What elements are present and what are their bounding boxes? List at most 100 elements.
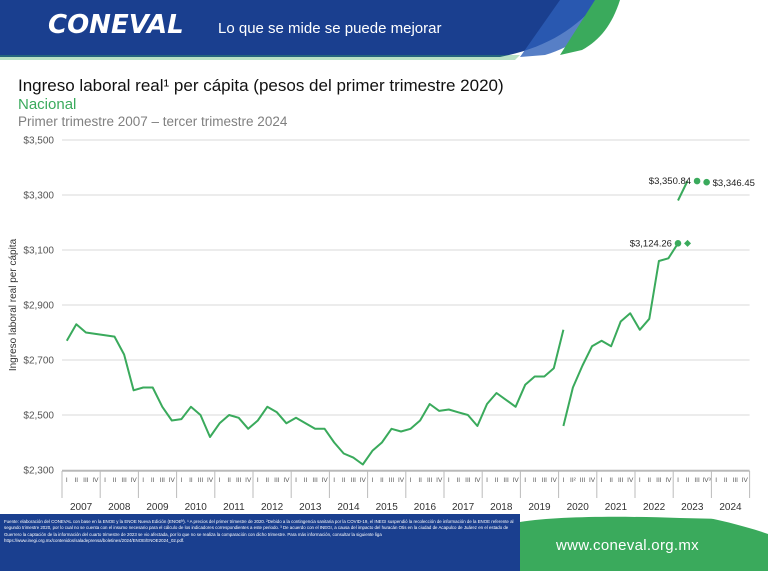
quarter-tick-label: II	[609, 477, 613, 484]
data-point-marker	[674, 240, 682, 247]
year-label: 2012	[261, 502, 284, 513]
quarter-tick-label: IV	[245, 477, 252, 484]
quarter-tick-label: II	[457, 477, 461, 484]
quarter-tick-label: III	[121, 477, 127, 484]
year-label: 2022	[643, 502, 666, 513]
year-label: 2017	[452, 502, 475, 513]
year-label: 2020	[567, 502, 590, 513]
quarter-tick-label: III	[274, 477, 280, 484]
year-label: 2013	[299, 502, 322, 513]
year-label: 2011	[223, 502, 245, 513]
quarter-tick-label: IV	[436, 477, 443, 484]
quarter-tick-label: III	[503, 477, 509, 484]
quarter-tick-label: II	[418, 477, 422, 484]
y-tick-label: $2,500	[23, 411, 54, 422]
year-label: 2015	[376, 502, 399, 513]
quarter-tick-label: II	[495, 477, 499, 484]
quarter-tick-label: I	[524, 477, 526, 484]
quarter-tick-label: IV	[283, 477, 290, 484]
quarter-tick-label: III	[465, 477, 471, 484]
footer-banner	[0, 514, 768, 571]
year-label: 2009	[146, 502, 169, 513]
quarter-tick-label: III	[351, 477, 357, 484]
quarter-tick-label: III	[656, 477, 662, 484]
quarter-tick-label: II²	[570, 477, 577, 484]
income-line-chart: $2,300 $2,500 $2,700 $2,900 $3,100 $3,300 $3,5…	[8, 136, 755, 514]
y-tick-label: $2,900	[23, 301, 54, 312]
year-label: 2018	[490, 502, 513, 513]
quarter-tick-label: II	[342, 477, 346, 484]
year-label: 2007	[70, 502, 93, 513]
quarter-tick-label: III	[236, 477, 242, 484]
y-tick-label: $3,100	[23, 246, 54, 257]
year-label: 2021	[605, 502, 628, 513]
quarter-tick-label: IV	[627, 477, 634, 484]
quarter-tick-label: I	[639, 477, 641, 484]
year-label: 2010	[185, 502, 208, 513]
quarter-tick-label: IV	[398, 477, 405, 484]
quarter-tick-label: I	[295, 477, 297, 484]
quarter-tick-label: I	[142, 477, 144, 484]
quarter-tick-label: II	[151, 477, 155, 484]
quarter-tick-label: I	[371, 477, 373, 484]
quarter-tick-label: II	[189, 477, 193, 484]
data-point-marker	[703, 178, 710, 186]
header-background	[0, 0, 768, 60]
quarter-tick-label: IV	[513, 477, 520, 484]
quarter-tick-label: II	[724, 477, 728, 484]
quarter-tick-label: I	[219, 477, 221, 484]
quarter-tick-label: III	[694, 477, 700, 484]
chart-title: Ingreso laboral real¹ per cápita (pesos …	[18, 76, 504, 95]
series-line-2	[562, 242, 679, 427]
quarter-tick-label: III	[83, 477, 89, 484]
quarter-tick-label: II	[113, 477, 117, 484]
quarter-tick-label: IV	[207, 477, 214, 484]
quarter-tick-label: I	[180, 477, 182, 484]
year-label: 2008	[108, 502, 131, 513]
y-tick-label: $2,700	[23, 356, 54, 367]
quarter-tick-label: II	[304, 477, 308, 484]
chart-period: Primer trimestre 2007 – tercer trimestre…	[18, 114, 288, 129]
quarter-tick-label: I	[410, 477, 412, 484]
quarter-tick-label: II	[648, 477, 652, 484]
y-tick-label: $3,500	[23, 136, 54, 147]
year-label: 2023	[681, 502, 704, 513]
quarter-tick-label: II	[227, 477, 231, 484]
quarter-tick-label: IV	[360, 477, 367, 484]
quarter-tick-label: IV	[551, 477, 558, 484]
data-label: $3,350.84	[649, 176, 691, 187]
quarter-tick-label: III	[618, 477, 624, 484]
quarter-tick-label: II	[686, 477, 690, 484]
quarter-tick-label: I	[257, 477, 259, 484]
quarter-tick-label: IV	[92, 477, 99, 484]
quarter-tick-label: III	[580, 477, 586, 484]
quarter-tick-label: IV	[589, 477, 596, 484]
coneval-logo: CONEVAL	[48, 10, 184, 40]
data-point-diamond	[684, 239, 692, 247]
data-label: $3,124.26	[630, 238, 672, 249]
year-label: 2014	[337, 502, 360, 513]
y-axis-label: Ingreso laboral real per cápita	[8, 238, 19, 371]
quarter-tick-label: IV	[131, 477, 138, 484]
quarter-tick-label: III	[160, 477, 166, 484]
year-label: 2016	[414, 502, 437, 513]
quarter-tick-label: IV³	[702, 477, 711, 484]
year-label: 2024	[719, 502, 742, 513]
y-tick-label: $2,300	[23, 466, 54, 477]
coneval-url-link[interactable]: www.coneval.org.mx	[556, 537, 699, 554]
quarter-tick-label: III	[198, 477, 204, 484]
footer-background	[0, 514, 768, 571]
data-point-marker	[693, 177, 701, 185]
quarter-tick-label: IV	[169, 477, 176, 484]
y-tick-label: $3,300	[23, 191, 54, 202]
header-slogan: Lo que se mide se puede mejorar	[218, 20, 442, 37]
quarter-tick-label: III	[389, 477, 395, 484]
quarter-tick-label: IV	[474, 477, 481, 484]
data-label: $3,346.45	[713, 178, 755, 189]
footer-source-note: Fuente: elaboración del CONEVAL con base…	[4, 519, 514, 543]
quarter-tick-label: II	[75, 477, 79, 484]
quarter-tick-label: I	[677, 477, 679, 484]
quarter-tick-label: II	[266, 477, 270, 484]
quarter-tick-label: I	[333, 477, 335, 484]
quarter-tick-label: I	[448, 477, 450, 484]
